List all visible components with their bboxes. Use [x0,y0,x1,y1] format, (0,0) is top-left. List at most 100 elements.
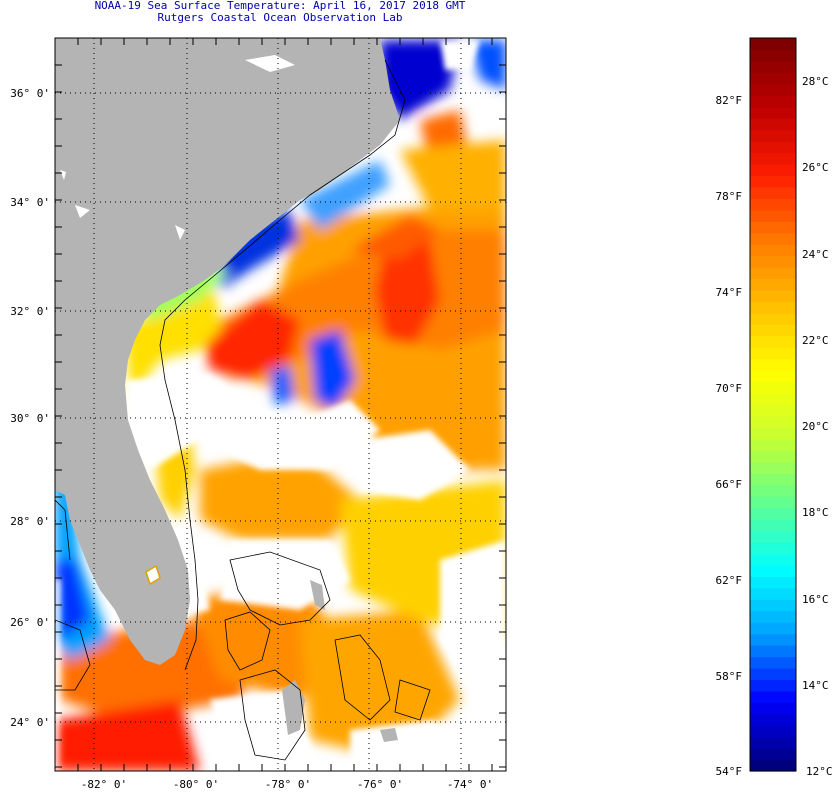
color-bar-step [750,553,796,566]
color-bar-step [750,209,796,222]
color-bar-step [750,599,796,612]
c-label-28: 28°C [802,75,829,88]
color-bar-step [750,725,796,738]
color-bar-step [750,49,796,62]
color-bar-step [750,267,796,280]
color-bar-step [750,60,796,73]
c-label-22: 22°C [802,334,829,347]
color-bar-step [750,415,796,429]
color-bar-step [750,83,796,96]
f-label-82: 82°F [716,94,743,107]
color-bar-step [750,335,796,348]
color-bar-step [750,347,796,360]
color-bar-step [750,221,796,234]
color-bar-step [750,381,796,394]
color-bar-step [750,519,796,532]
color-bar-step [750,656,796,669]
color-bar-step [750,610,796,623]
c-label-20: 20°C [802,420,829,433]
f-label-74: 74°F [716,286,743,299]
color-bar-step [750,713,796,726]
color-bar [749,37,797,772]
color-bar-step [750,484,796,497]
map-title: NOAA-19 Sea Surface Temperature: April 1… [94,0,466,12]
color-bar-step [750,198,796,211]
lat-label-34: 34° 0' [10,196,50,209]
color-bar-step [750,312,796,325]
map-frame [54,37,507,772]
color-bar-step [750,255,796,268]
f-label-70: 70°F [716,382,743,395]
c-label-24: 24°C [802,248,829,261]
color-bar-step [750,129,796,142]
lat-label-36: 36° 0' [10,87,50,100]
c-label-16: 16°C [802,593,829,606]
lon-label-78: -78° 0' [265,778,311,791]
color-bar-step [750,106,796,119]
color-bar-step [750,461,796,474]
lat-label-30: 30° 0' [10,412,50,425]
cloud-cover [55,40,506,771]
lon-label-82: -82° 0' [81,778,127,791]
lon-label-74: -74° 0' [447,778,493,791]
color-bar-step [750,427,796,440]
color-bar-step [750,95,796,108]
color-bar-step [750,541,796,554]
lat-label-26: 26° 0' [10,616,50,629]
color-bar-step [750,507,796,520]
land-lake [145,564,161,586]
color-bar-step [750,163,796,177]
f-label-58: 58°F [716,670,743,683]
graticule [55,38,506,771]
color-bar-step [750,679,796,692]
fahrenheit-labels: 82°F 78°F 74°F 70°F 66°F 62°F 58°F 54°F [716,94,743,778]
color-bar-step [750,324,796,337]
land-bahamas-small [380,728,398,742]
c-label-26: 26°C [802,161,829,174]
color-bar-step [750,278,796,291]
latitude-labels: 36° 0' 34° 0' 32° 0' 30° 0' 28° 0' 26° 0… [10,87,50,729]
longitude-labels: -82° 0' -80° 0' -78° 0' -76° 0' -74° 0' [81,778,493,791]
color-bar-step [750,141,796,154]
color-bar-step [750,530,796,543]
lat-label-28: 28° 0' [10,515,50,528]
color-bar-step [750,633,796,646]
color-bar-step [750,404,796,417]
color-bar-step [750,118,796,131]
lat-label-24: 24° 0' [10,716,50,729]
c-label-12: 12°C [806,765,832,778]
c-label-18: 18°C [802,506,829,519]
color-bar-step [750,38,796,51]
lat-label-32: 32° 0' [10,305,50,318]
f-label-66: 66°F [716,478,743,491]
bathymetry-contours [55,59,431,761]
color-bar-step [750,496,796,509]
color-bar-step [750,759,796,772]
color-bar-step [750,748,796,761]
land-andros-island [282,680,305,735]
color-bar-step [750,450,796,463]
c-label-14: 14°C [802,679,829,692]
color-bar-step [750,232,796,245]
color-bar-step [750,358,796,371]
lon-label-76: -76° 0' [357,778,403,791]
color-bar-step [750,576,796,589]
color-bar-gradient [750,38,796,772]
f-label-54: 54°F [716,765,743,778]
celsius-labels: 28°C 26°C 24°C 22°C 20°C 18°C 16°C 14°C … [802,75,832,778]
color-bar-step [750,289,796,303]
color-bar-step [750,702,796,715]
color-bar-frame [749,37,797,772]
color-bar-step [750,244,796,257]
color-bar-step [750,438,796,451]
lon-label-80: -80° 0' [173,778,219,791]
color-bar-step [750,175,796,188]
color-bar-step [750,645,796,658]
color-bar-step [750,667,796,680]
color-bar-step [750,564,796,577]
sst-map [55,38,506,771]
color-bar-step [750,186,796,199]
f-label-62: 62°F [716,574,743,587]
color-bar-step [750,473,796,486]
color-bar-step [750,587,796,600]
